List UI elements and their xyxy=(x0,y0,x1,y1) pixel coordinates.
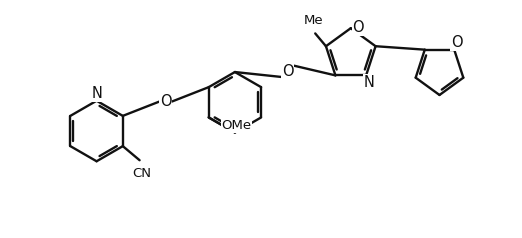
Text: CN: CN xyxy=(132,167,151,180)
Text: O: O xyxy=(160,94,172,109)
Text: O: O xyxy=(352,20,364,35)
Text: OMe: OMe xyxy=(222,119,252,132)
Text: Me: Me xyxy=(303,14,323,27)
Text: O: O xyxy=(282,64,293,79)
Text: N: N xyxy=(91,86,102,101)
Text: N: N xyxy=(363,75,374,90)
Text: O: O xyxy=(451,35,462,50)
